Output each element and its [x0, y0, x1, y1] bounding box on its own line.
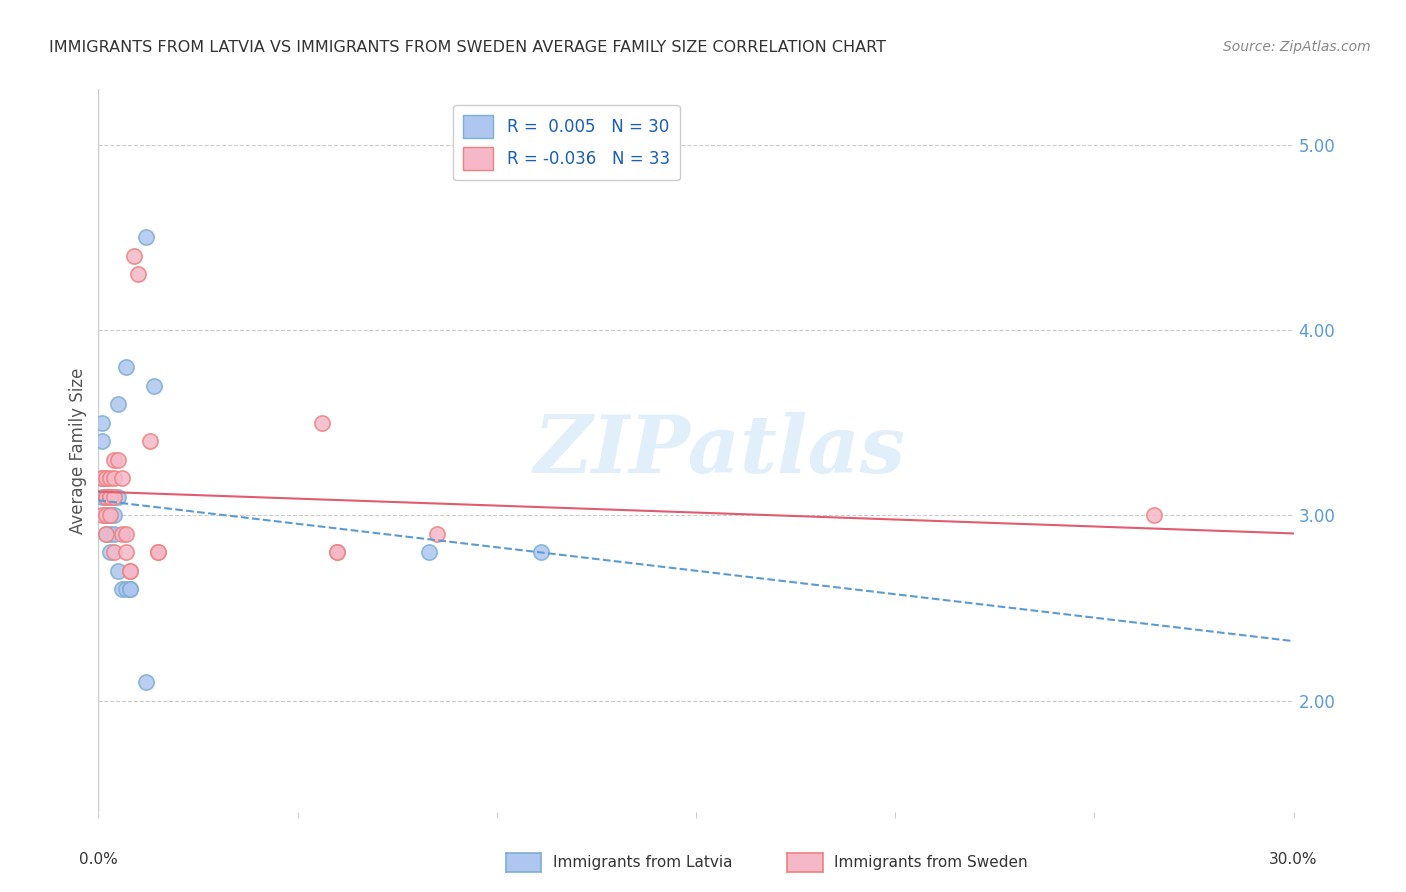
Text: Immigrants from Latvia: Immigrants from Latvia — [553, 855, 733, 870]
Point — [107, 564, 129, 578]
Point — [107, 490, 129, 504]
Text: 0.0%: 0.0% — [79, 852, 118, 867]
Point — [98, 508, 122, 523]
Point — [96, 471, 118, 485]
Point — [91, 471, 114, 485]
Point — [135, 675, 157, 690]
Point — [98, 508, 122, 523]
Legend: R =  0.005   N = 30, R = -0.036   N = 33: R = 0.005 N = 30, R = -0.036 N = 33 — [453, 104, 679, 180]
Point — [91, 490, 114, 504]
Point — [103, 471, 125, 485]
Point — [115, 545, 138, 559]
Y-axis label: Average Family Size: Average Family Size — [69, 368, 87, 533]
Point — [98, 471, 122, 485]
Point — [103, 490, 125, 504]
Point — [135, 230, 157, 244]
Point — [107, 397, 129, 411]
Point — [98, 490, 122, 504]
Point — [120, 564, 142, 578]
Point — [143, 378, 166, 392]
Point — [326, 545, 349, 559]
Text: Immigrants from Sweden: Immigrants from Sweden — [834, 855, 1028, 870]
Point — [98, 526, 122, 541]
Point — [311, 416, 333, 430]
Text: ZIPatlas: ZIPatlas — [534, 412, 905, 489]
Point — [1143, 508, 1166, 523]
Point — [115, 360, 138, 375]
Point — [96, 490, 118, 504]
Point — [124, 249, 146, 263]
Point — [111, 526, 134, 541]
Point — [103, 508, 125, 523]
Point — [98, 490, 122, 504]
Point — [91, 471, 114, 485]
Point — [103, 526, 125, 541]
Text: 30.0%: 30.0% — [1270, 852, 1317, 867]
Point — [96, 490, 118, 504]
Point — [120, 582, 142, 597]
Point — [91, 434, 114, 449]
Point — [111, 471, 134, 485]
Point — [103, 490, 125, 504]
Point — [96, 508, 118, 523]
Point — [96, 490, 118, 504]
Point — [120, 582, 142, 597]
Point — [120, 564, 142, 578]
Point — [103, 452, 125, 467]
Point — [96, 508, 118, 523]
Point — [418, 545, 440, 559]
Point — [96, 526, 118, 541]
Point — [98, 508, 122, 523]
Text: Source: ZipAtlas.com: Source: ZipAtlas.com — [1223, 40, 1371, 54]
Point — [148, 545, 170, 559]
Text: IMMIGRANTS FROM LATVIA VS IMMIGRANTS FROM SWEDEN AVERAGE FAMILY SIZE CORRELATION: IMMIGRANTS FROM LATVIA VS IMMIGRANTS FRO… — [49, 40, 886, 55]
Point — [139, 434, 162, 449]
Point — [127, 268, 149, 282]
Point — [98, 490, 122, 504]
Point — [115, 582, 138, 597]
Point — [98, 545, 122, 559]
Point — [111, 582, 134, 597]
Point — [530, 545, 553, 559]
Point — [96, 471, 118, 485]
Point — [91, 416, 114, 430]
Point — [107, 452, 129, 467]
Point — [96, 490, 118, 504]
Point — [148, 545, 170, 559]
Point — [96, 508, 118, 523]
Point — [426, 526, 449, 541]
Point — [115, 526, 138, 541]
Point — [326, 545, 349, 559]
Point — [96, 526, 118, 541]
Point — [91, 508, 114, 523]
Point — [103, 545, 125, 559]
